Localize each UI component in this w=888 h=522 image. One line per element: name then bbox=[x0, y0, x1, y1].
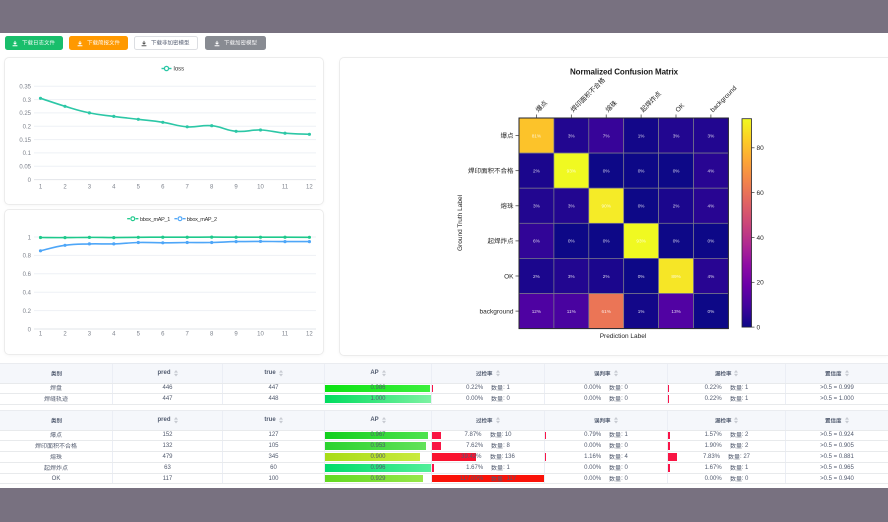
svg-text:3: 3 bbox=[88, 185, 92, 191]
svg-text:5: 5 bbox=[137, 332, 141, 338]
svg-text:4%: 4% bbox=[708, 168, 715, 173]
svg-text:1: 1 bbox=[39, 332, 43, 338]
svg-text:0%: 0% bbox=[708, 309, 715, 314]
svg-text:1: 1 bbox=[39, 185, 43, 191]
svg-text:3%: 3% bbox=[533, 204, 540, 209]
svg-text:12%: 12% bbox=[532, 309, 541, 314]
svg-text:93%: 93% bbox=[567, 168, 576, 173]
svg-text:0.8: 0.8 bbox=[23, 254, 32, 260]
svg-text:9: 9 bbox=[234, 185, 238, 191]
svg-text:10: 10 bbox=[257, 332, 264, 338]
svg-text:0.15: 0.15 bbox=[19, 138, 31, 144]
svg-text:3%: 3% bbox=[673, 133, 680, 138]
svg-text:background: background bbox=[480, 308, 514, 315]
svg-text:1: 1 bbox=[28, 235, 32, 241]
svg-text:1%: 1% bbox=[638, 309, 645, 314]
svg-text:3%: 3% bbox=[708, 133, 715, 138]
svg-text:0.2: 0.2 bbox=[23, 125, 32, 131]
svg-text:11: 11 bbox=[282, 332, 289, 338]
svg-text:40: 40 bbox=[757, 235, 765, 242]
svg-text:2%: 2% bbox=[533, 168, 540, 173]
svg-text:4: 4 bbox=[112, 332, 116, 338]
svg-text:OK: OK bbox=[504, 273, 514, 280]
svg-text:11%: 11% bbox=[567, 309, 576, 314]
svg-text:2: 2 bbox=[63, 185, 67, 191]
svg-text:12: 12 bbox=[306, 185, 313, 191]
svg-text:OK: OK bbox=[674, 102, 686, 114]
svg-text:0.25: 0.25 bbox=[19, 111, 31, 117]
svg-text:2: 2 bbox=[63, 332, 67, 338]
svg-text:0.3: 0.3 bbox=[23, 98, 32, 104]
svg-text:10: 10 bbox=[257, 185, 264, 191]
svg-text:3%: 3% bbox=[568, 204, 575, 209]
svg-text:0.4: 0.4 bbox=[23, 291, 32, 297]
svg-text:3%: 3% bbox=[568, 133, 575, 138]
svg-text:background: background bbox=[709, 85, 738, 114]
svg-text:0%: 0% bbox=[638, 204, 645, 209]
svg-text:0%: 0% bbox=[638, 168, 645, 173]
svg-text:4%: 4% bbox=[708, 274, 715, 279]
svg-text:0%: 0% bbox=[603, 239, 610, 244]
svg-text:0.1: 0.1 bbox=[23, 151, 32, 157]
svg-text:6%: 6% bbox=[533, 239, 540, 244]
svg-text:2%: 2% bbox=[673, 204, 680, 209]
svg-text:0%: 0% bbox=[603, 168, 610, 173]
svg-text:60: 60 bbox=[757, 190, 765, 197]
svg-text:6: 6 bbox=[161, 185, 165, 191]
svg-text:0.05: 0.05 bbox=[19, 165, 31, 171]
svg-text:6: 6 bbox=[161, 332, 165, 338]
svg-text:0.2: 0.2 bbox=[23, 309, 32, 315]
svg-text:0%: 0% bbox=[638, 274, 645, 279]
svg-text:7%: 7% bbox=[603, 133, 610, 138]
svg-text:7: 7 bbox=[186, 332, 190, 338]
svg-text:loss: loss bbox=[174, 67, 185, 73]
svg-text:Ground Truth Label: Ground Truth Label bbox=[457, 194, 464, 251]
svg-text:0: 0 bbox=[28, 178, 32, 184]
svg-text:93%: 93% bbox=[636, 239, 645, 244]
svg-text:0.6: 0.6 bbox=[23, 272, 32, 278]
svg-text:0: 0 bbox=[757, 324, 761, 331]
svg-text:2%: 2% bbox=[603, 274, 610, 279]
svg-text:4%: 4% bbox=[708, 204, 715, 209]
svg-text:81%: 81% bbox=[532, 133, 541, 138]
svg-text:0%: 0% bbox=[673, 239, 680, 244]
svg-text:0%: 0% bbox=[673, 168, 680, 173]
svg-text:8: 8 bbox=[210, 185, 214, 191]
svg-text:61%: 61% bbox=[602, 309, 611, 314]
svg-text:2%: 2% bbox=[533, 274, 540, 279]
svg-text:12: 12 bbox=[306, 332, 313, 338]
svg-text:11: 11 bbox=[282, 185, 289, 191]
svg-text:0%: 0% bbox=[708, 239, 715, 244]
svg-text:3%: 3% bbox=[568, 274, 575, 279]
svg-text:4: 4 bbox=[112, 185, 116, 191]
svg-text:9: 9 bbox=[234, 332, 238, 338]
svg-text:89%: 89% bbox=[671, 274, 680, 279]
svg-text:8: 8 bbox=[210, 332, 214, 338]
svg-text:90%: 90% bbox=[602, 204, 611, 209]
svg-text:3: 3 bbox=[88, 332, 92, 338]
svg-text:0: 0 bbox=[28, 327, 32, 333]
svg-text:80: 80 bbox=[757, 145, 765, 152]
svg-text:Normalized Confusion Matrix: Normalized Confusion Matrix bbox=[570, 68, 679, 77]
svg-text:bbox_mAP_2: bbox_mAP_2 bbox=[187, 217, 217, 223]
svg-text:5: 5 bbox=[137, 185, 141, 191]
svg-text:1%: 1% bbox=[638, 133, 645, 138]
svg-text:0.35: 0.35 bbox=[19, 85, 31, 91]
svg-text:7: 7 bbox=[186, 185, 190, 191]
svg-text:13%: 13% bbox=[671, 309, 680, 314]
svg-text:bbox_mAP_1: bbox_mAP_1 bbox=[140, 217, 170, 223]
svg-text:Prediction Label: Prediction Label bbox=[600, 333, 647, 340]
svg-text:0%: 0% bbox=[568, 239, 575, 244]
svg-text:20: 20 bbox=[757, 280, 765, 287]
